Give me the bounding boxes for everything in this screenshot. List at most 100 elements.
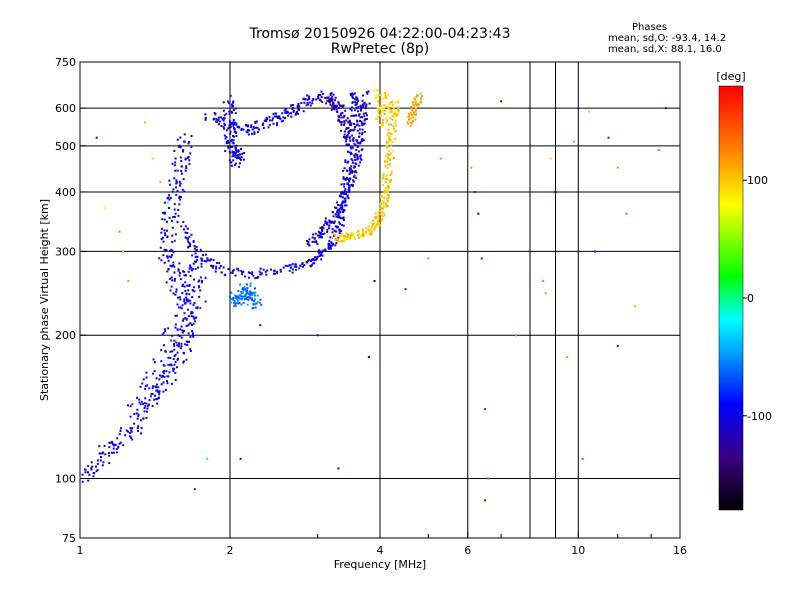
- data-point: [169, 183, 172, 186]
- data-point: [381, 207, 384, 210]
- chart-title-line2: RwPretec (8p): [330, 41, 430, 57]
- data-point: [166, 229, 169, 232]
- data-point: [243, 152, 246, 155]
- data-point: [388, 154, 391, 157]
- data-point: [342, 200, 345, 203]
- data-point: [341, 106, 344, 109]
- data-point: [225, 140, 228, 143]
- data-point: [315, 257, 318, 260]
- data-point: [253, 303, 256, 306]
- data-point: [171, 234, 174, 237]
- data-point: [409, 111, 412, 114]
- data-point: [333, 229, 336, 232]
- data-point: [176, 357, 179, 360]
- data-point: [394, 121, 397, 124]
- data-point: [320, 231, 323, 234]
- data-point: [317, 97, 320, 100]
- data-point: [322, 92, 325, 95]
- data-point: [348, 185, 351, 188]
- data-point: [240, 155, 243, 158]
- data-point: [241, 290, 244, 293]
- data-point: [390, 171, 393, 174]
- data-point: [185, 358, 188, 361]
- data-point: [305, 104, 308, 107]
- data-point: [180, 307, 183, 310]
- data-point: [383, 106, 386, 109]
- data-point: [223, 117, 226, 120]
- data-point: [171, 334, 174, 337]
- data-point: [374, 118, 377, 121]
- data-point: [372, 89, 375, 92]
- data-point: [352, 114, 355, 117]
- data-point: [172, 369, 175, 372]
- data-point: [291, 263, 294, 266]
- data-point: [167, 327, 170, 330]
- data-point: [410, 114, 413, 117]
- data-point: [163, 369, 166, 372]
- data-point: [391, 115, 394, 118]
- data-point: [370, 226, 373, 229]
- data-point: [254, 277, 257, 280]
- data-point: [392, 124, 395, 127]
- data-point: [542, 280, 545, 283]
- data-point: [357, 150, 360, 153]
- data-point: [228, 102, 231, 105]
- data-point: [182, 330, 185, 333]
- data-point: [144, 384, 147, 387]
- data-point: [359, 157, 362, 160]
- data-point: [113, 444, 116, 447]
- data-point: [172, 215, 175, 218]
- data-point: [345, 190, 348, 193]
- data-point: [340, 224, 343, 227]
- data-point: [371, 224, 374, 227]
- data-point: [351, 96, 354, 99]
- data-point: [283, 109, 286, 112]
- data-point: [343, 167, 346, 170]
- data-point: [382, 211, 385, 214]
- data-point: [253, 287, 256, 290]
- data-point: [381, 194, 384, 197]
- data-point: [374, 96, 377, 99]
- data-point: [353, 128, 356, 131]
- data-point: [316, 255, 319, 258]
- data-point: [259, 301, 262, 304]
- data-point: [311, 240, 314, 243]
- data-point: [174, 157, 177, 160]
- data-point: [200, 259, 203, 262]
- data-point: [180, 170, 183, 173]
- data-point: [318, 236, 321, 239]
- data-point: [337, 101, 340, 104]
- data-point: [166, 270, 169, 273]
- data-point: [162, 344, 165, 347]
- data-point: [346, 182, 349, 185]
- data-point: [143, 121, 146, 124]
- data-point: [193, 247, 196, 250]
- data-point: [232, 124, 235, 127]
- data-point: [245, 283, 248, 286]
- data-point: [382, 110, 385, 113]
- data-point: [348, 178, 351, 181]
- data-point: [231, 105, 234, 108]
- data-point: [410, 105, 413, 108]
- data-point: [242, 270, 245, 273]
- data-point: [375, 118, 378, 121]
- data-point: [337, 240, 340, 243]
- data-point: [112, 451, 115, 454]
- data-point: [140, 400, 143, 403]
- data-point: [350, 158, 353, 161]
- data-point: [185, 317, 188, 320]
- data-point: [163, 218, 166, 221]
- phases-heading: Phases: [632, 22, 668, 33]
- data-point: [308, 238, 311, 241]
- data-point: [284, 111, 287, 114]
- data-point: [331, 228, 334, 231]
- data-point: [155, 389, 158, 392]
- data-point: [189, 302, 192, 305]
- data-point: [362, 231, 365, 234]
- data-point: [186, 298, 189, 301]
- data-point: [343, 121, 346, 124]
- data-point: [353, 122, 356, 125]
- data-point: [382, 215, 385, 218]
- data-point: [161, 375, 164, 378]
- data-point: [187, 246, 190, 249]
